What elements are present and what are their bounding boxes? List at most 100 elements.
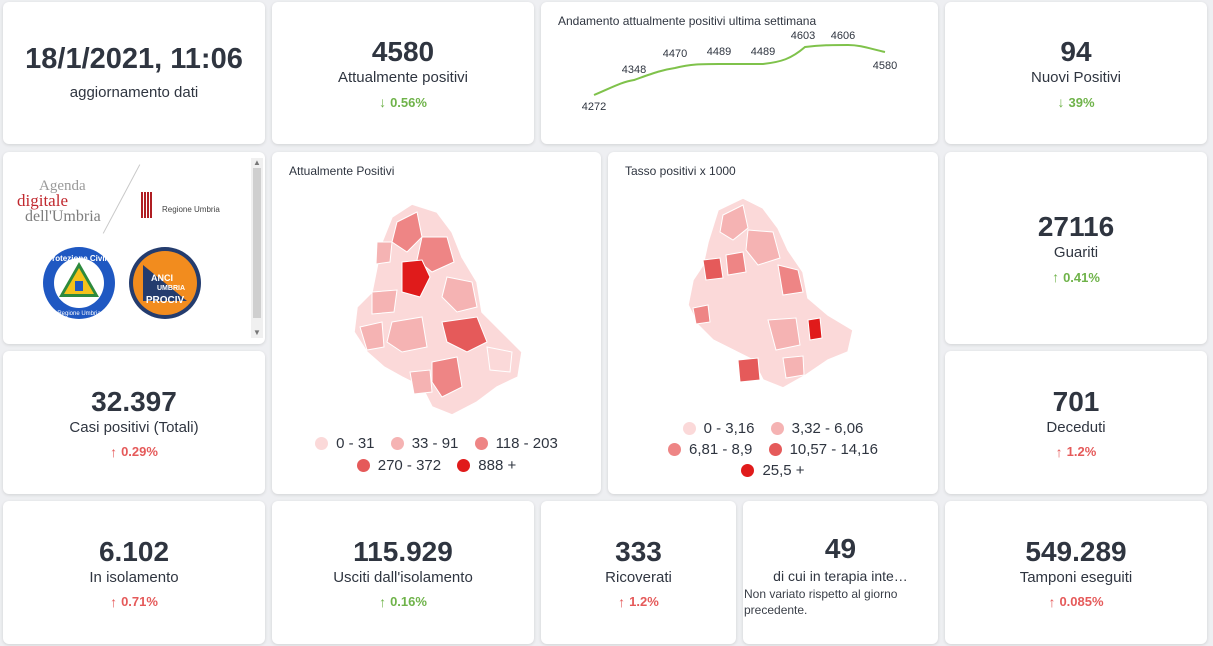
regione-umbria-label: Regione Umbria — [162, 205, 220, 214]
delta-text: 39% — [1068, 94, 1095, 110]
usciti-value: 115.929 — [353, 535, 453, 567]
map-tasso-legend-row2: 6,81 - 8,9 10,57 - 14,16 — [608, 441, 938, 460]
trend-sparkline: 4272 4348 4470 4489 4489 4603 4606 4580 — [582, 30, 897, 113]
trend-title: Andamento attualmente positivi ultima se… — [558, 14, 817, 28]
scroll-down-icon[interactable]: ▼ — [253, 328, 261, 337]
legend-item: 10,57 - 14,16 — [768, 441, 878, 458]
legend-label: 888 + — [478, 457, 517, 474]
deceduti-card: 701 Deceduti ↑ 1.2% — [945, 351, 1207, 494]
map-tasso-title: Tasso positivi x 1000 — [625, 164, 736, 178]
trend-point-label: 4272 — [582, 101, 606, 113]
nuovi-positivi-value: 94 — [1060, 36, 1092, 67]
umbria-map-positivi[interactable] — [272, 182, 601, 452]
protezione-subtext: Regione Umbria — [57, 311, 101, 317]
nuovi-positivi-label: Nuovi Positivi — [1030, 69, 1122, 86]
trend-point-label: 4606 — [831, 30, 855, 42]
legend-label: 270 - 372 — [377, 457, 442, 474]
legend-label: 0 - 31 — [336, 435, 375, 452]
guariti-label: Guariti — [1053, 244, 1099, 261]
protezione-civile-logo: Protezione Civile Regione Umbria — [43, 247, 115, 319]
legend-label: 6,81 - 8,9 — [689, 441, 753, 458]
delta-text: 0.71% — [121, 594, 158, 609]
usciti-label: Usciti dall'isolamento — [333, 568, 473, 586]
legend-dot — [768, 443, 782, 456]
ricoverati-label: Ricoverati — [605, 568, 672, 586]
logos-scrollbar[interactable]: ▲ ▼ — [251, 158, 263, 338]
terapia-note: Non variato rispetto al giorno precedent… — [744, 587, 898, 617]
arrow-up-icon: ↑ — [110, 593, 118, 610]
scroll-up-icon[interactable]: ▲ — [253, 158, 261, 167]
legend-label: 33 - 91 — [411, 435, 459, 452]
guariti-card: 27116 Guariti ↑ 0.41% — [945, 152, 1207, 344]
guariti-delta: ↑ 0.41% — [1052, 269, 1100, 285]
attualmente-positivi-label: Attualmente positivi — [337, 69, 469, 86]
legend-dot — [668, 443, 682, 456]
arrow-down-icon: ↓ — [1057, 94, 1065, 110]
legend-item: 118 - 203 — [474, 435, 558, 452]
arrow-down-icon: ↓ — [379, 94, 387, 110]
map-positivi-legend: 0 - 31 33 - 91 118 - 203 — [272, 435, 601, 454]
trend-point-label: 4348 — [622, 64, 646, 76]
trend-point-label: 4489 — [751, 46, 775, 58]
legend-item: 0 - 3,16 — [682, 420, 754, 437]
arrow-up-icon: ↑ — [1052, 269, 1060, 285]
legend-dot — [474, 437, 488, 450]
map-tasso-card: Tasso positivi x 1000 0 - 3,16 3,32 - 6,… — [608, 152, 938, 494]
tamponi-card: 549.289 Tamponi eseguiti ↑ 0.085% — [945, 501, 1207, 644]
legend-item: 270 - 372 — [356, 457, 442, 474]
attualmente-positivi-value: 4580 — [371, 36, 435, 67]
legend-dot — [457, 459, 471, 472]
legend-label: 10,57 - 14,16 — [789, 441, 878, 458]
logo-text: digitale — [17, 191, 68, 210]
logos-card: Agenda digitale dell'Umbria Regione Umbr… — [3, 152, 265, 344]
isolamento-value: 6.102 — [98, 535, 170, 567]
map-tasso-legend-row3: 25,5 + — [608, 462, 938, 481]
attualmente-positivi-card: 4580 Attualmente positivi ↓ 0.56% — [272, 2, 534, 144]
nuovi-positivi-delta: ↓ 39% — [1057, 94, 1094, 110]
trend-point-label: 4489 — [707, 46, 731, 58]
arrow-up-icon: ↑ — [1055, 443, 1063, 460]
delta-text: 1.2% — [629, 594, 659, 609]
terapia-value: 49 — [824, 533, 857, 564]
isolamento-delta: ↑ 0.71% — [110, 594, 158, 610]
map-positivi-legend-row2: 270 - 372 888 + — [272, 457, 601, 476]
legend-label: 118 - 203 — [495, 435, 558, 452]
arrow-up-icon: ↑ — [1048, 593, 1056, 610]
anci-text: ANCI — [151, 273, 173, 283]
terapia-label: di cui in terapia inte… — [773, 568, 908, 584]
delta-text: 0.29% — [121, 444, 158, 459]
delta-text: 0.16% — [390, 594, 427, 609]
trend-point-label: 4470 — [663, 48, 687, 60]
trend-point-label: 4580 — [873, 60, 897, 72]
usciti-delta: ↑ 0.16% — [379, 594, 427, 610]
delta-text: 0.56% — [390, 94, 427, 110]
legend-label: 3,32 - 6,06 — [791, 420, 864, 437]
arrow-up-icon: ↑ — [618, 593, 626, 610]
trend-card: Andamento attualmente positivi ultima se… — [541, 2, 938, 144]
map-positivi-card: Attualmente Positivi 0 - 31 33 - 91 118 … — [272, 152, 601, 494]
casi-totali-card: 32.397 Casi positivi (Totali) ↑ 0.29% — [3, 351, 265, 494]
umbria-map-tasso[interactable] — [608, 180, 938, 420]
deceduti-value: 701 — [1052, 385, 1100, 417]
tamponi-label: Tamponi eseguiti — [1019, 568, 1133, 586]
map-positivi-title: Attualmente Positivi — [289, 164, 395, 178]
logo-text: Agenda — [39, 178, 86, 194]
delta-text: 0.41% — [1063, 269, 1100, 285]
casi-totali-label: Casi positivi (Totali) — [69, 418, 199, 436]
terapia-card: 49 di cui in terapia inte… Non variato r… — [743, 501, 938, 644]
isolamento-card: 6.102 In isolamento ↑ 0.71% — [3, 501, 265, 644]
arrow-up-icon: ↑ — [379, 593, 387, 610]
trend-line — [593, 43, 886, 96]
trend-point-label: 4603 — [791, 30, 815, 42]
legend-item: 6,81 - 8,9 — [668, 441, 752, 458]
attualmente-positivi-delta: ↓ 0.56% — [379, 94, 427, 110]
legend-dot — [682, 422, 696, 435]
casi-totali-delta: ↑ 0.29% — [110, 444, 158, 460]
scrollbar-thumb[interactable] — [253, 168, 261, 318]
regione-umbria-icon — [141, 192, 153, 218]
legend-item: 0 - 31 — [315, 435, 375, 452]
casi-totali-value: 32.397 — [91, 385, 177, 417]
nuovi-positivi-card: 94 Nuovi Positivi ↓ 39% — [945, 2, 1207, 144]
logo-text: dell'Umbria — [25, 208, 101, 225]
deceduti-delta: ↑ 1.2% — [1056, 444, 1097, 460]
